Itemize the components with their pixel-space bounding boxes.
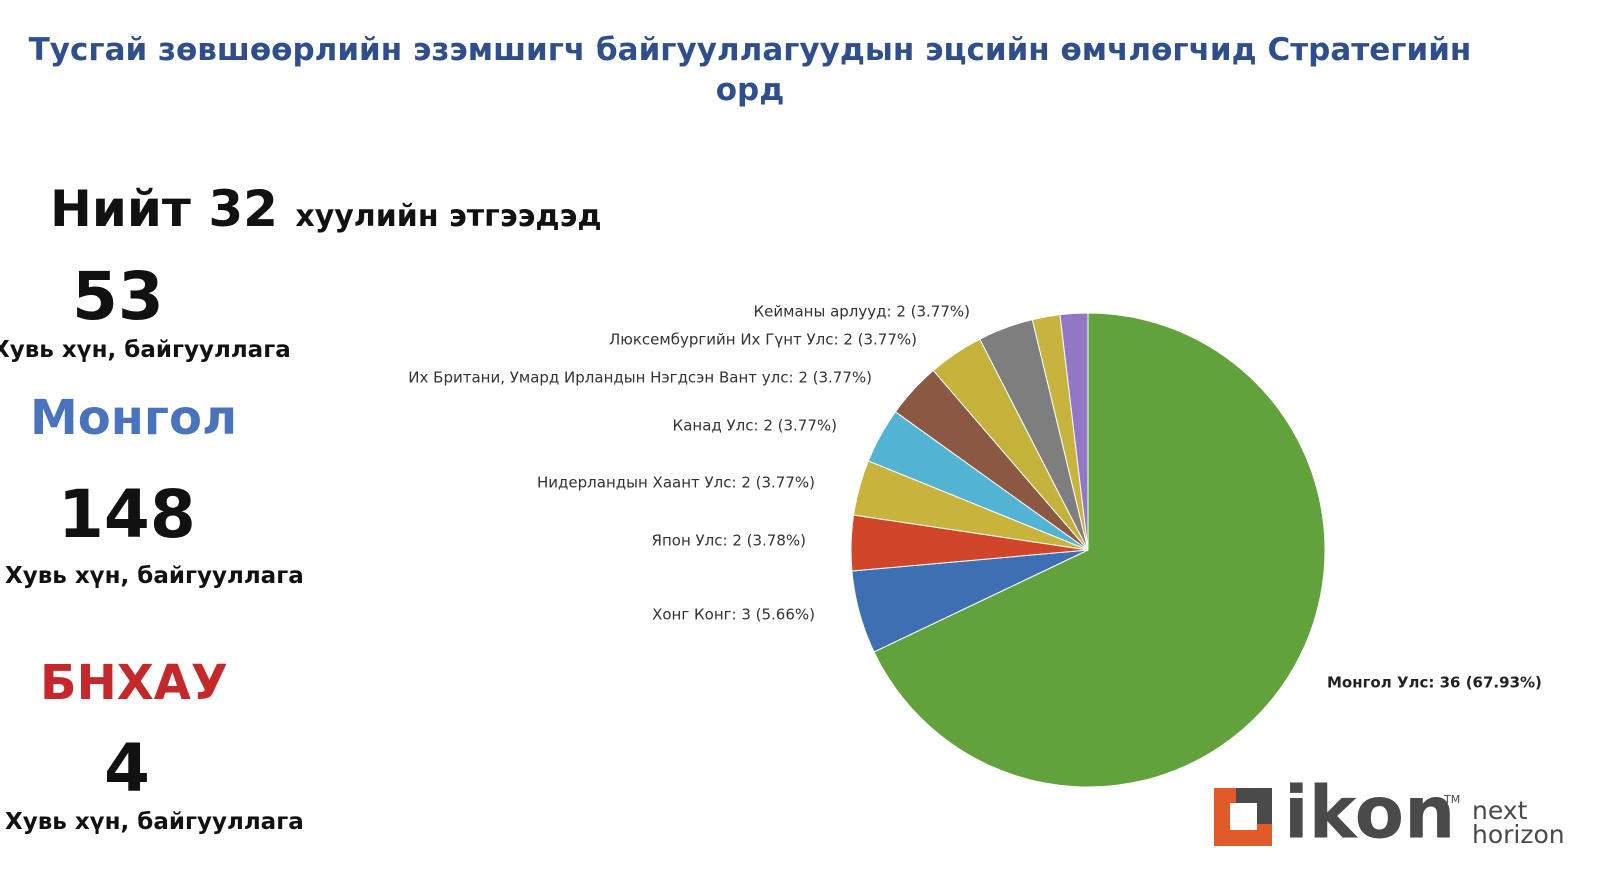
- data-label: Их Британи, Умард Ирландын Нэгдсэн Вант …: [408, 369, 872, 387]
- data-label: Япон Улс: 2 (3.78%): [652, 532, 806, 550]
- group-value: 53: [72, 258, 164, 335]
- data-label: Монгол Улс: 36 (67.93%): [1327, 674, 1542, 692]
- group-label: Хувь хүн, байгууллага: [0, 337, 291, 363]
- total-line: Нийт 32 хуулийн этгээдэд: [50, 180, 602, 238]
- pie-slice: [873, 312, 1326, 788]
- title: Тусгай зөвшөөрлийн эзэмшигч байгууллагуу…: [28, 32, 1472, 108]
- logo-name: ikon: [1284, 771, 1455, 855]
- total-unit: хуулийн этгээдэд: [295, 199, 602, 234]
- total-word: Нийт: [50, 180, 191, 238]
- data-label: Хонг Конг: 3 (5.66%): [652, 606, 815, 624]
- group-label: Хувь хүн, байгууллага: [5, 809, 304, 835]
- group-value: 4: [104, 730, 150, 807]
- logo-icon: [1214, 788, 1272, 846]
- pie-slice: [1059, 312, 1089, 551]
- data-label: Канад Улс: 2 (3.77%): [673, 417, 837, 435]
- group-label: Хувь хүн, байгууллага: [5, 563, 304, 589]
- logo-mark: TM: [1443, 793, 1460, 806]
- total-value: 32: [208, 180, 278, 238]
- data-label: Нидерландын Хаант Улс: 2 (3.77%): [537, 474, 815, 492]
- group-title: Монгол: [30, 390, 238, 446]
- data-label: Люксембургийн Их Гүнт Улс: 2 (3.77%): [609, 331, 917, 349]
- logo-tagline: next: [1472, 796, 1528, 825]
- logo-tagline: horizon: [1472, 820, 1565, 849]
- data-label: Кейманы арлууд: 2 (3.77%): [754, 303, 970, 321]
- group-value: 148: [58, 476, 196, 553]
- group-title: БНХАУ: [40, 655, 228, 711]
